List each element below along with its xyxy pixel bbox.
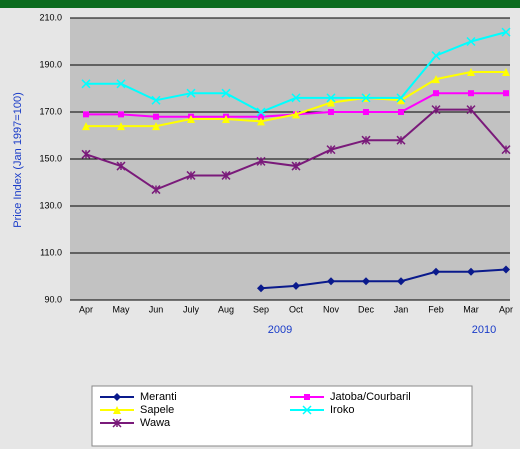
marker (257, 284, 265, 293)
y-tick-label: 150.0 (39, 153, 62, 163)
x-tick-label: Aug (218, 304, 234, 314)
y-tick-label: 130.0 (39, 200, 62, 210)
marker (221, 170, 231, 180)
marker (468, 90, 474, 97)
marker (396, 135, 406, 145)
marker (361, 93, 371, 103)
y-tick-label: 170.0 (39, 106, 62, 116)
y-axis-title: Price Index (Jan 1997=100) (12, 92, 24, 227)
marker (398, 109, 404, 115)
marker (397, 96, 405, 105)
marker (467, 267, 475, 276)
marker (292, 281, 300, 290)
legend-label: Sapele (140, 404, 174, 416)
marker (118, 111, 124, 118)
marker (361, 135, 371, 145)
marker (362, 277, 370, 286)
marker (117, 122, 125, 131)
marker (432, 75, 440, 84)
x-tick-label: May (112, 304, 130, 314)
marker (501, 145, 511, 155)
y-tick-label: 190.0 (39, 59, 62, 69)
year-label: 2010 (472, 324, 496, 336)
marker (257, 117, 265, 126)
x-tick-label: Sep (253, 304, 269, 314)
y-tick-label: 110.0 (40, 247, 62, 257)
marker (187, 115, 195, 124)
marker (501, 27, 511, 37)
marker (396, 93, 406, 103)
marker (302, 405, 312, 415)
marker (466, 105, 476, 115)
marker (186, 88, 196, 98)
marker (186, 170, 196, 180)
marker (304, 394, 310, 400)
marker (431, 105, 441, 115)
marker (328, 109, 334, 115)
marker (397, 277, 405, 286)
legend-box (91, 385, 473, 447)
legend-label: Meranti (140, 391, 177, 403)
x-tick-label: Feb (428, 304, 444, 314)
legend-label: Iroko (330, 404, 354, 416)
marker (327, 277, 335, 286)
marker (256, 107, 266, 117)
marker (326, 145, 336, 155)
marker (82, 122, 90, 131)
marker (151, 95, 161, 105)
marker (291, 161, 301, 171)
marker (151, 185, 161, 195)
marker (221, 88, 231, 98)
x-tick-label: Nov (323, 304, 340, 314)
marker (152, 122, 160, 131)
legend-label: Jatoba/Courbaril (330, 391, 411, 403)
marker (433, 90, 439, 97)
marker (81, 149, 91, 159)
marker (326, 93, 336, 103)
marker (153, 113, 159, 120)
header-bar (0, 0, 520, 8)
marker (502, 68, 510, 77)
marker (503, 90, 509, 97)
marker (222, 115, 230, 124)
marker (467, 68, 475, 77)
x-tick-label: Apr (499, 304, 513, 314)
marker (113, 393, 121, 401)
x-tick-label: Oct (289, 304, 304, 314)
legend-label: Wawa (140, 417, 171, 429)
marker (81, 79, 91, 89)
marker (466, 36, 476, 47)
marker (363, 109, 369, 115)
x-tick-label: Jun (149, 304, 164, 314)
y-tick-label: 90.0 (44, 294, 62, 304)
x-tick-label: Jan (394, 304, 409, 314)
marker (116, 79, 126, 89)
marker (292, 110, 300, 119)
marker (432, 267, 440, 276)
marker (431, 51, 441, 61)
marker (502, 265, 510, 274)
marker (291, 93, 301, 103)
y-tick-label: 210.0 (39, 12, 62, 22)
year-label: 2009 (268, 324, 292, 336)
series-line (260, 268, 507, 290)
marker (116, 161, 126, 171)
marker (256, 156, 266, 166)
marker (83, 111, 89, 118)
marker (258, 113, 264, 120)
marker (112, 418, 122, 428)
marker (327, 98, 335, 107)
x-tick-label: Apr (79, 304, 93, 314)
x-tick-label: Dec (358, 304, 375, 314)
x-tick-label: Mar (463, 304, 479, 314)
marker (113, 406, 121, 414)
x-tick-label: July (183, 304, 200, 314)
